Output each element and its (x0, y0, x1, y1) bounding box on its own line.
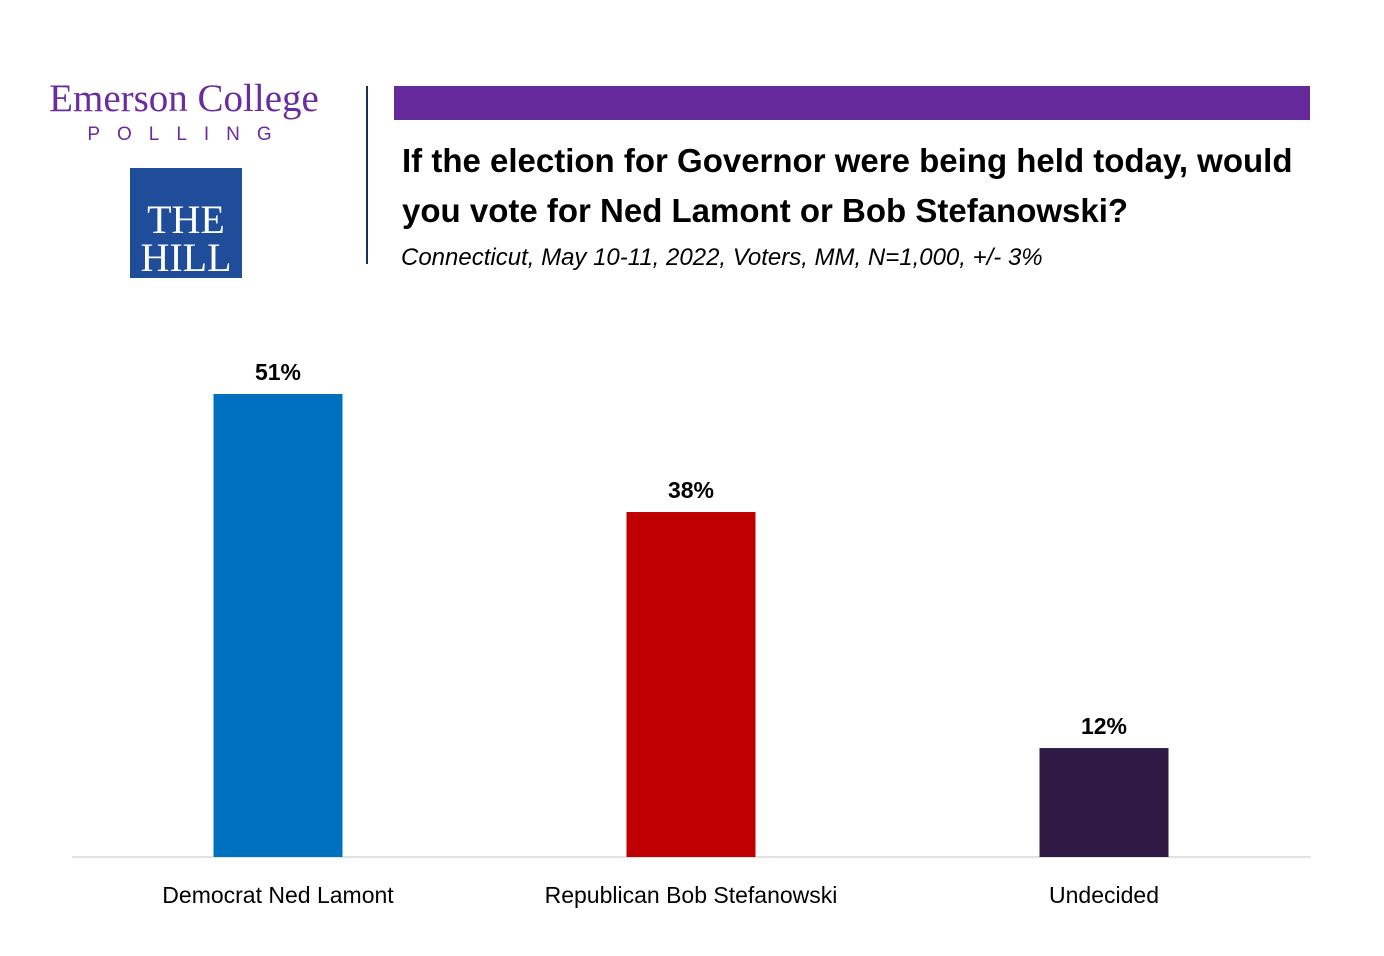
the-hill-logo-line2: HILL (140, 235, 232, 280)
x-tick-label-2: Undecided (1049, 882, 1159, 908)
the-hill-logo: THE HILL (130, 168, 242, 278)
header-divider (366, 86, 368, 264)
bar-2 (1039, 748, 1169, 857)
header-accent-bar (394, 86, 1310, 120)
bar-1 (626, 512, 756, 857)
data-label-0: 51% (255, 359, 301, 385)
x-tick-label-1: Republican Bob Stefanowski (545, 882, 838, 908)
data-label-1: 38% (668, 477, 714, 503)
polling-logo-text: POLLING (87, 124, 289, 145)
emerson-logo-text: Emerson College (49, 77, 319, 120)
data-label-2: 12% (1081, 713, 1127, 739)
bar-0 (213, 394, 343, 857)
x-tick-label-0: Democrat Ned Lamont (162, 882, 394, 908)
chart-title: If the election for Governor were being … (402, 142, 1293, 229)
the-hill-logo-line1: THE (147, 197, 225, 242)
chart-subtitle: Connecticut, May 10-11, 2022, Voters, MM… (401, 244, 1043, 271)
